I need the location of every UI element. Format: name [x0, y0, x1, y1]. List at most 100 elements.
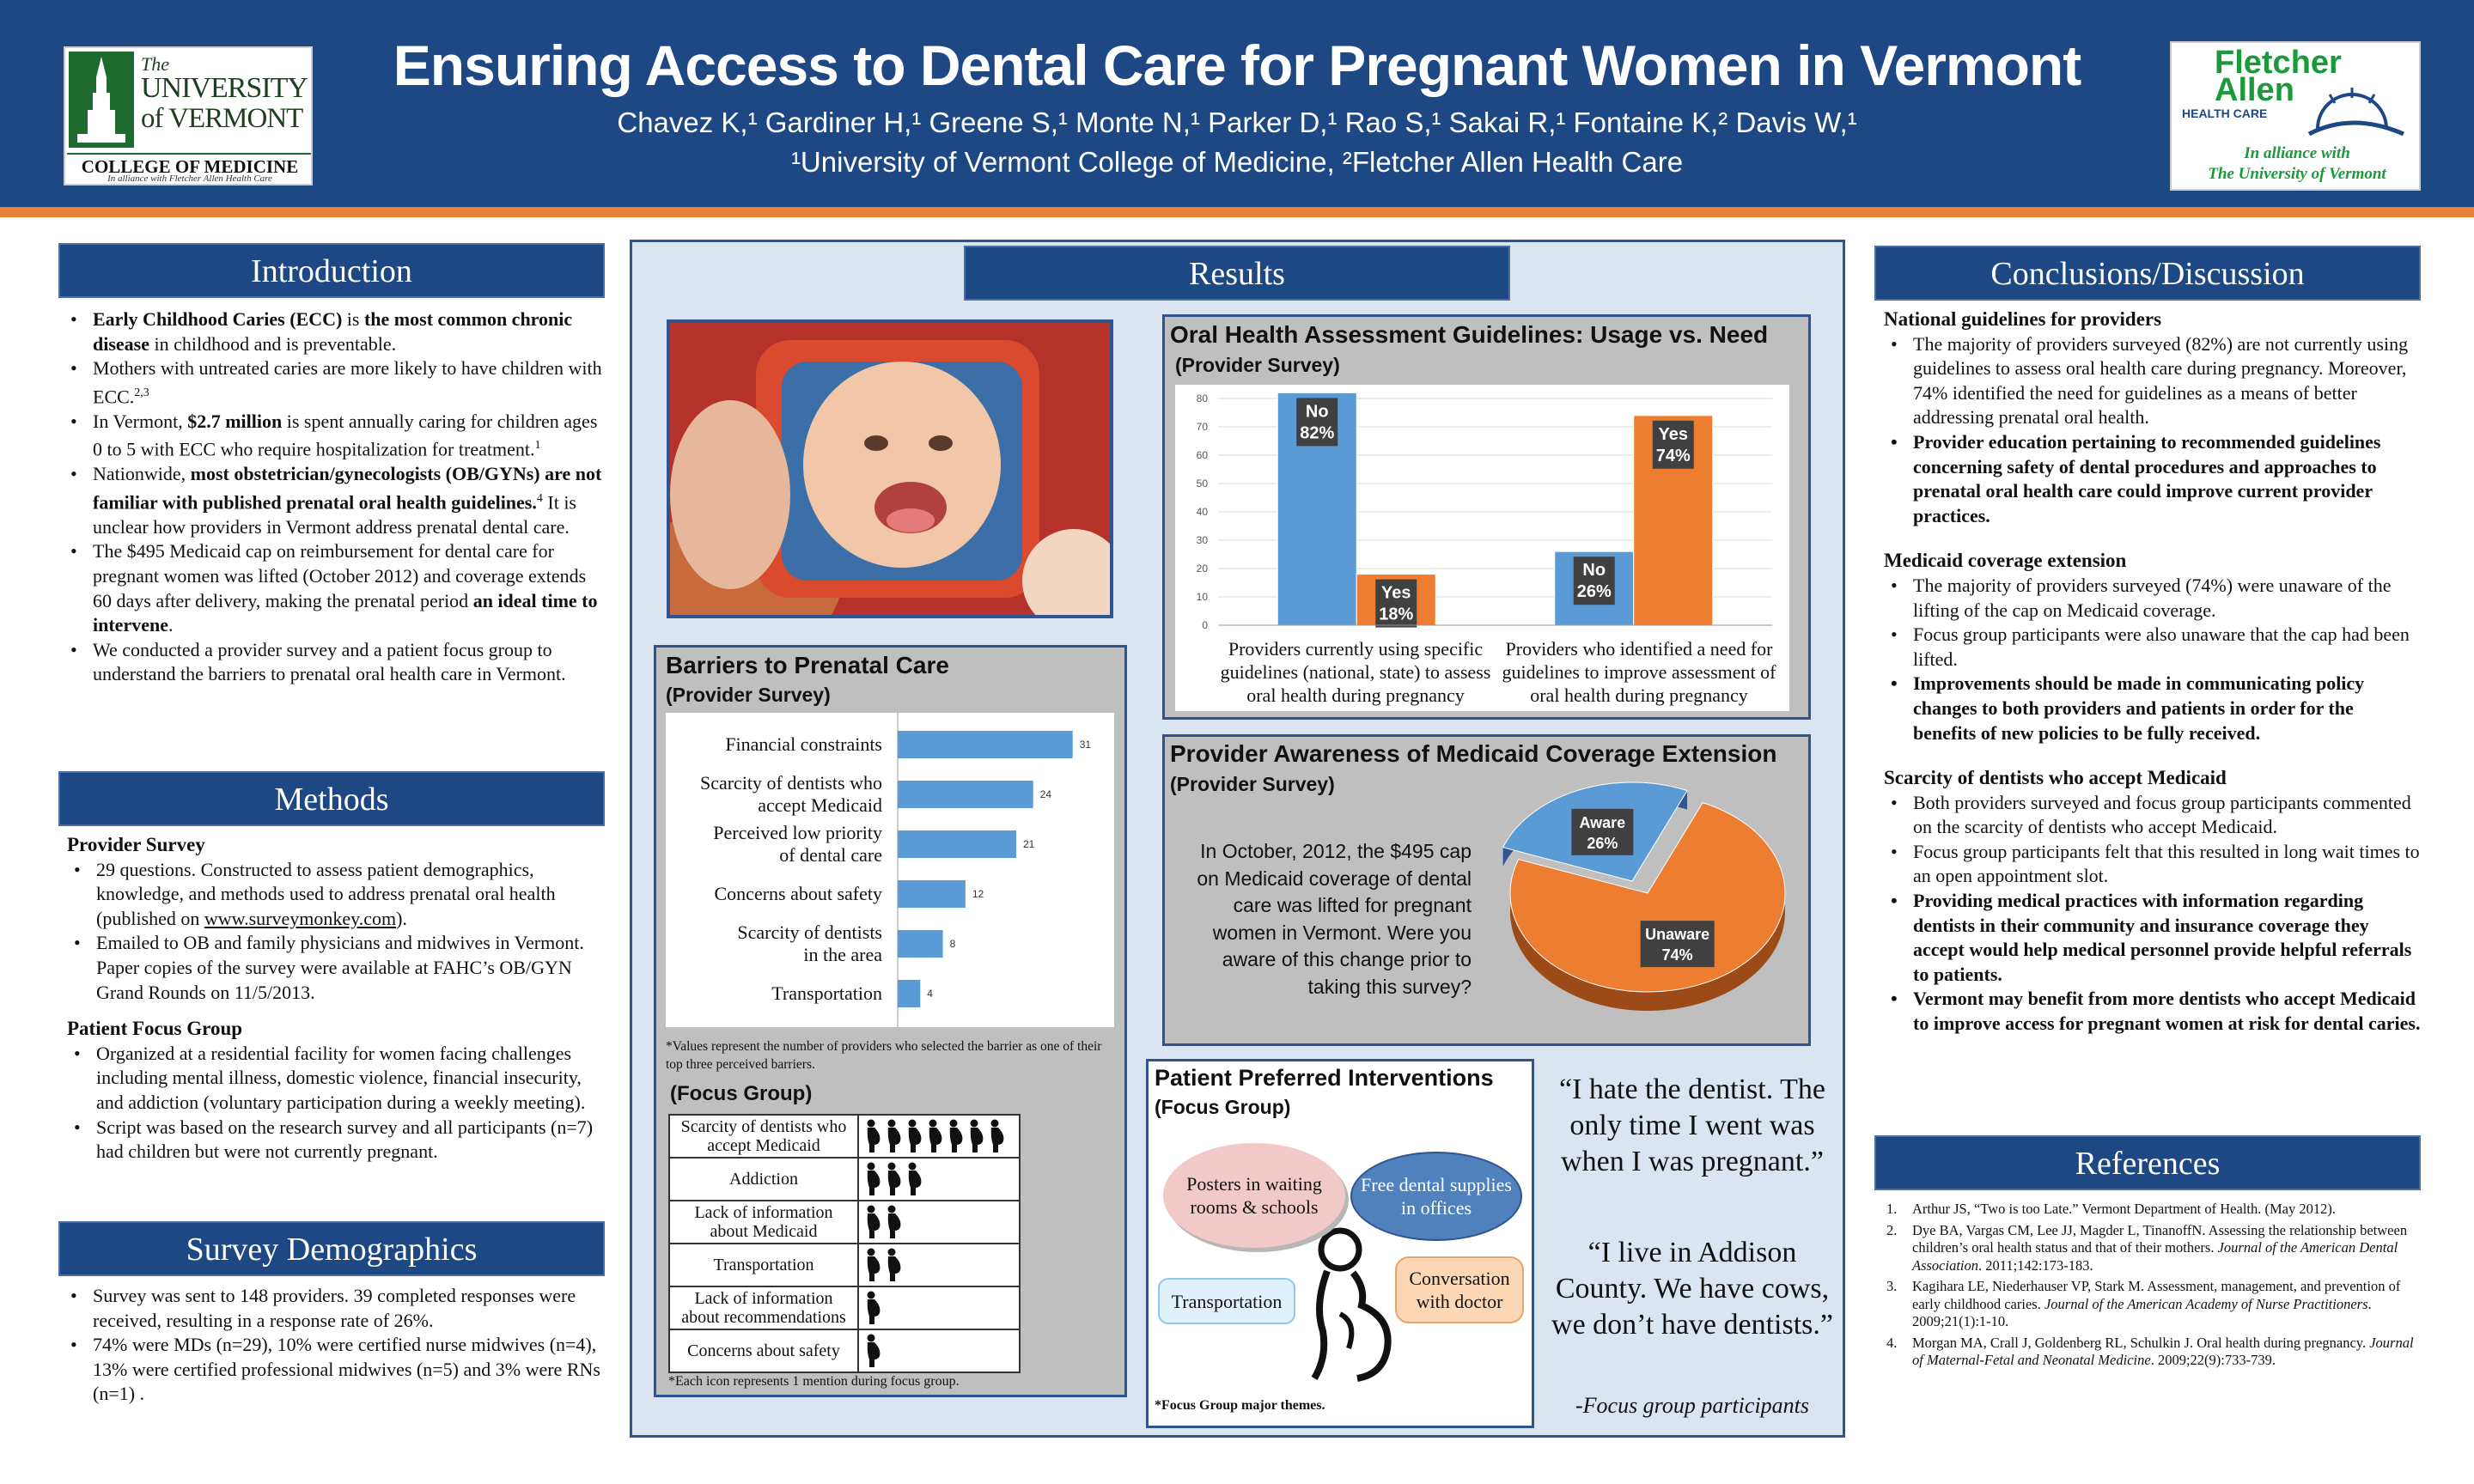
pie-value-label: 74% — [1662, 946, 1693, 964]
focus-group-row: Addiction — [668, 1157, 1021, 1201]
interventions-title: Patient Preferred Interventions — [1155, 1065, 1494, 1091]
methods-bullet: Emailed to OB and family physicians and … — [67, 931, 605, 1005]
guidelines-y-tick: 60 — [1197, 449, 1209, 461]
conclusions-heading: Conclusions/Discussion — [1874, 246, 2421, 301]
pie-slice — [1509, 802, 1786, 993]
reference-tail: . 2009;22(9):733-739. — [2150, 1352, 2276, 1368]
surveymonkey-link[interactable]: www.surveymonkey.com — [204, 907, 397, 929]
methods-bullet: Script was based on the research survey … — [67, 1116, 605, 1165]
pie-value-label: 26% — [1587, 835, 1618, 852]
pregnant-figure-icon — [867, 1334, 881, 1367]
pie-label-box — [1571, 808, 1634, 855]
conclusion-bullet: Improvements should be made in communica… — [1884, 672, 2421, 745]
reference-item: 2. Dye BA, Vargas CM, Lee JJ, Magder L, T… — [1883, 1222, 2416, 1275]
reference-number: 2. — [1886, 1221, 1898, 1238]
guidelines-data-label-box — [1573, 556, 1615, 605]
pregnant-woman-icon — [1289, 1219, 1409, 1383]
fa-logo-allen: Allen — [2215, 72, 2294, 108]
guidelines-category-label: Providers currently using specific guide… — [1220, 638, 1491, 706]
demographics-bullet: 74% were MDs (n=29), 10% were certified … — [64, 1333, 605, 1407]
results-heading: Results — [964, 246, 1510, 301]
guidelines-series-label: No — [1306, 402, 1329, 421]
focus-group-footnote: *Each icon represents 1 mention during f… — [668, 1374, 960, 1389]
guidelines-y-tick: 50 — [1197, 477, 1209, 490]
quote-2: “I live in Addison County. We have cows,… — [1551, 1237, 1833, 1341]
conclusion-list: The majority of providers surveyed (74%)… — [1884, 574, 2421, 745]
conclusions-body: National guidelines for providersThe maj… — [1884, 307, 2421, 1037]
intro-citation: 1 — [534, 439, 541, 453]
conclusion-list: Both providers surveyed and focus group … — [1884, 791, 2421, 1037]
intro-emphasis: $2.7 million — [187, 410, 283, 432]
methods-bullet: 29 questions. Constructed to assess pati… — [67, 858, 605, 932]
methods-text: Emailed to OB and family physicians and … — [96, 932, 584, 1003]
awareness-subtitle: (Provider Survey) — [1170, 773, 1335, 795]
focus-group-barrier: Transportation — [668, 1243, 859, 1287]
reference-text: Arthur JS, “Two is too Late.” Vermont De… — [1912, 1201, 2336, 1217]
pregnant-figure-icon — [908, 1162, 922, 1195]
guidelines-chart: 0 10 20 30 40 50 60 70 80 No 82% Yes 18% No 26% Yes 74% … — [1175, 385, 1789, 711]
reference-item: 1. Arthur JS, “Two is too Late.” Vermont … — [1883, 1201, 2416, 1219]
pregnant-figure-icon — [867, 1119, 881, 1153]
baby-photo — [667, 319, 1113, 618]
guidelines-y-tick: 20 — [1197, 563, 1209, 575]
provider-survey-heading: Provider Survey — [67, 834, 205, 855]
methods-text: 29 questions. Constructed to assess pati… — [96, 858, 556, 929]
awareness-chart: Aware 26% Unaware 74% — [1484, 773, 1802, 1026]
pregnant-figure-icon — [949, 1119, 963, 1153]
intro-text: Nationwide, — [93, 463, 191, 485]
interventions-subtitle: (Focus Group) — [1155, 1096, 1291, 1118]
focus-group-icons — [857, 1200, 1021, 1244]
guidelines-data-label-box — [1296, 398, 1338, 447]
guidelines-y-tick: 70 — [1197, 421, 1209, 433]
uvm-logo-the: The — [141, 53, 169, 75]
reference-number: 4. — [1886, 1334, 1898, 1351]
guidelines-value-label: 26% — [1577, 582, 1612, 601]
poster-header — [0, 0, 2474, 207]
guidelines-data-label-box — [1375, 579, 1417, 628]
barriers-bar — [898, 731, 1073, 758]
intro-citation: 2,3 — [134, 386, 149, 399]
barriers-bar-chart: Financial constraints 31 Scarcity of denti… — [700, 713, 1091, 1027]
barriers-category-label: Transportation — [771, 982, 882, 1004]
reference-tail: . 2011;142:173-183. — [1978, 1256, 2093, 1274]
guidelines-value-label: 18% — [1379, 605, 1413, 624]
pregnant-figure-icon — [887, 1248, 901, 1281]
quote-1: “I hate the dentist. The only time I wen… — [1559, 1073, 1825, 1177]
guidelines-data-label-box — [1652, 420, 1694, 469]
focus-group-barrier: Lack of information about recommendation… — [668, 1286, 859, 1330]
methods-bullet: Organized at a residential facility for … — [67, 1042, 605, 1116]
intro-text: in childhood and is preventable. — [149, 332, 397, 355]
pregnant-figure-icon — [867, 1248, 881, 1281]
reference-item: 3. Kagihara LE, Niederhauser VP, Stark M.… — [1883, 1278, 2416, 1331]
pregnant-figure-icon — [908, 1119, 922, 1153]
pie-category-label: Unaware — [1645, 926, 1709, 943]
conclusion-list: The majority of providers surveyed (82%)… — [1884, 332, 2421, 529]
intro-text: We conducted a provider survey and a pat… — [93, 638, 566, 685]
pregnant-figure-icon — [867, 1205, 881, 1238]
conclusion-subheading: National guidelines for providers — [1884, 308, 2162, 330]
intro-emphasis: an ideal time to intervene — [93, 589, 598, 636]
focus-group-icons — [857, 1329, 1021, 1373]
conclusion-bullet: The majority of providers surveyed (82%)… — [1884, 332, 2421, 430]
barriers-bar — [898, 930, 943, 958]
focus-group-row: Concerns about safety — [668, 1329, 1021, 1373]
author-list: Chavez K,¹ Gardiner H,¹ Greene S,¹ Monte… — [617, 106, 1857, 138]
barriers-value-label: 8 — [950, 938, 956, 950]
uvm-logo-college: COLLEGE OF MEDICINE — [81, 156, 299, 177]
reference-tail: . 2009;21(1):1-10. — [1912, 1295, 2372, 1330]
guidelines-title: Oral Health Assessment Guidelines: Usage… — [1170, 321, 1769, 348]
focus-group-barrier: Addiction — [668, 1157, 859, 1201]
intro-text: Mothers with untreated caries are more l… — [93, 357, 602, 408]
intro-text: is — [342, 308, 364, 330]
reference-text: Dye BA, Vargas CM, Lee JJ, Magder L, Tin… — [1912, 1221, 2408, 1256]
pregnant-figure-icon — [887, 1205, 901, 1238]
intro-bullet: Mothers with untreated caries are more l… — [64, 356, 605, 410]
header-accent-line — [0, 207, 2474, 217]
uvm-logo-university: UNIVERSITY — [141, 72, 308, 104]
focus-group-barrier: Lack of information about Medicaid — [668, 1200, 859, 1244]
guidelines-series-label: Yes — [1381, 584, 1411, 603]
intro-bullet: The $495 Medicaid cap on reimbursement f… — [64, 539, 605, 637]
guidelines-y-tick: 0 — [1202, 619, 1208, 631]
guidelines-series-label: No — [1582, 561, 1606, 580]
intro-bullet: Nationwide, most obstetrician/gynecologi… — [64, 462, 605, 539]
